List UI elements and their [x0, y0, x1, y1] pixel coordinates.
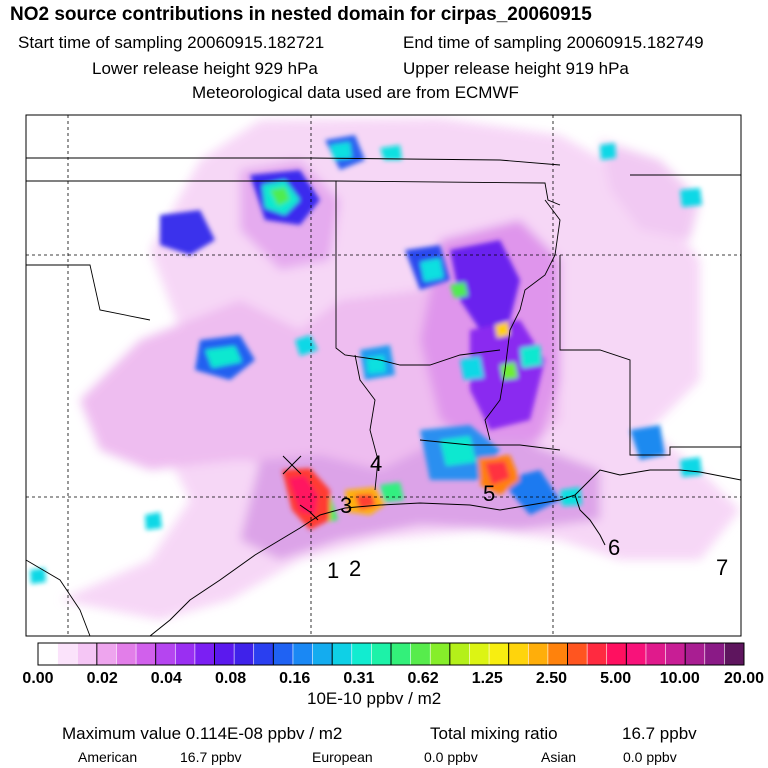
colorbar-tick-label: 1.25: [471, 670, 503, 687]
colorbar-swatch: [253, 643, 274, 665]
colorbar-swatch: [645, 643, 667, 665]
colorbar-swatch: [508, 643, 529, 665]
colorbar-tick-label: 0.62: [407, 670, 439, 687]
colorbar-tick-label: 0.08: [214, 670, 247, 687]
colorbar-swatch: [155, 643, 176, 665]
maximum-value: Maximum value 0.114E-08 ppbv / m2: [62, 724, 343, 743]
marker-label-6: 6: [608, 535, 620, 560]
concentration-field: [30, 118, 740, 620]
colorbar-swatch: [332, 643, 353, 665]
american-label: American: [78, 749, 138, 765]
map-panel: 4 3 5 1 2 6 7: [25, 114, 742, 637]
state-borders: [26, 157, 741, 636]
colorbar-tick-label: 2.50: [535, 670, 568, 687]
european-value: 0.0 ppbv: [424, 749, 478, 765]
colorbar-swatch: [430, 643, 451, 665]
colorbar-swatch: [194, 643, 215, 665]
colorbar-tick-label: 0.16: [279, 670, 311, 687]
colorbar-swatch: [469, 643, 490, 665]
lower-release-height: Lower release height 929 hPa: [92, 59, 318, 78]
coastline: [149, 469, 741, 636]
colorbar-swatch: [234, 643, 255, 665]
colorbar-swatch: [38, 643, 59, 665]
colorbar-swatch: [528, 643, 549, 665]
asian-label: Asian: [541, 749, 577, 765]
colorbar-unit: 10E-10 ppbv / m2: [307, 689, 442, 708]
start-time: Start time of sampling 20060915.182721: [18, 33, 325, 52]
colorbar: [37, 642, 745, 666]
colorbar-tick-label: 0.00: [22, 670, 54, 687]
total-mixing-label: Total mixing ratio: [430, 724, 558, 743]
colorbar-swatch: [665, 643, 686, 665]
marker-label-4: 4: [370, 451, 382, 476]
source-marker-icon: [282, 455, 302, 475]
colorbar-swatch: [136, 643, 157, 665]
colorbar-tick-label: 5.00: [600, 670, 632, 687]
colorbar-swatch: [567, 643, 588, 665]
colorbar-swatch: [351, 643, 372, 665]
colorbar-swatch: [371, 643, 392, 665]
upper-release-height: Upper release height 919 hPa: [403, 59, 629, 78]
blob-layer: [30, 135, 702, 584]
colorbar-swatch: [96, 643, 117, 665]
marker-label-5: 5: [483, 481, 495, 506]
american-value: 16.7 ppbv: [180, 749, 242, 765]
colorbar-swatch: [273, 643, 294, 665]
colorbar-swatch: [77, 643, 98, 665]
colorbar-swatch: [116, 643, 137, 665]
map-frame: [25, 114, 742, 637]
colorbar-swatch: [410, 643, 431, 665]
colorbar-swatch: [312, 643, 333, 665]
colorbar-swatch: [175, 643, 196, 665]
colorbar-swatch: [57, 643, 78, 665]
colorbar-tick-label: 0.31: [343, 670, 375, 687]
asian-value: 0.0 ppbv: [623, 749, 677, 765]
colorbar-swatch: [547, 643, 568, 665]
marker-label-7: 7: [716, 555, 728, 580]
colorbar-tick-label: 10.00: [659, 670, 700, 687]
colorbar-swatch: [292, 643, 314, 665]
colorbar-swatch: [391, 643, 412, 665]
colorbar-swatch: [724, 643, 745, 665]
colorbar-swatch: [606, 643, 627, 665]
met-data-source: Meteorological data used are from ECMWF: [192, 83, 519, 102]
colorbar-swatch: [449, 643, 470, 665]
colorbar-swatch: [704, 643, 725, 665]
european-label: European: [312, 749, 373, 765]
colorbar-swatch: [489, 643, 510, 665]
colorbar-swatch: [214, 643, 235, 665]
end-time: End time of sampling 20060915.182749: [403, 33, 704, 52]
total-mixing-value: 16.7 ppbv: [622, 724, 697, 743]
colorbar-tick-label: 20.00: [723, 670, 765, 687]
colorbar-frame: [37, 642, 745, 666]
colorbar-tick-label: 0.04: [150, 670, 182, 687]
marker-label-1: 1: [327, 558, 339, 583]
page-title: NO2 source contributions in nested domai…: [10, 4, 592, 25]
colorbar-swatch: [587, 643, 608, 665]
colorbar-swatch: [685, 643, 706, 665]
colorbar-swatch: [626, 643, 647, 665]
colorbar-tick-label: 0.02: [86, 670, 118, 687]
marker-label-2: 2: [349, 556, 361, 581]
marker-label-3: 3: [340, 493, 352, 518]
